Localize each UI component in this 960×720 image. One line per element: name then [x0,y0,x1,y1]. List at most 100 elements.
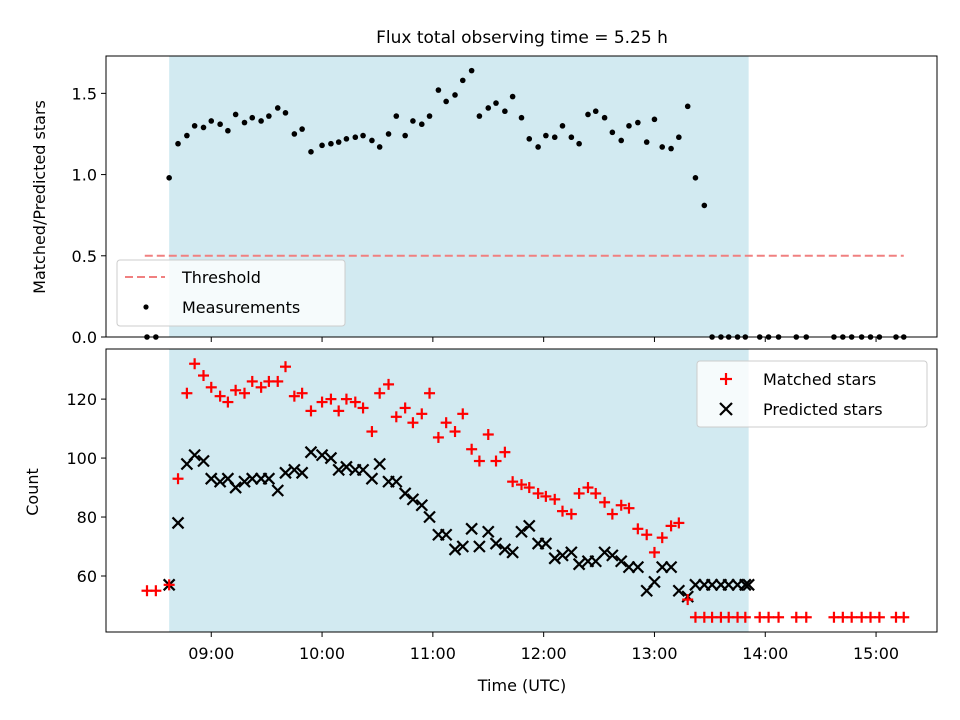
measurement-point [166,175,172,181]
measurement-point [676,134,682,141]
predicted-star-point [473,540,486,553]
legend-measurements-swatch [143,304,149,310]
predicted-star-point [213,475,227,488]
matched-star-point [407,417,419,429]
bottom-legend-box [696,360,928,428]
measurement-point [184,132,190,139]
matched-star-point [416,408,428,420]
measurement-point [360,132,366,139]
matched-star-point [490,455,502,467]
predicted-star-point [456,540,470,553]
measurement-point [609,129,616,136]
predicted-star-point [498,543,512,556]
matched-star-point [599,496,611,508]
predicted-star-point [672,584,686,598]
matched-star-point [573,487,585,499]
bottom-shaded-span [169,349,749,632]
measurement-point [592,108,599,115]
measurement-point [568,134,575,141]
measurement-point [601,114,608,121]
matched-star-point [272,375,284,387]
measurement-point [443,98,449,105]
predicted-star-point [448,543,462,556]
measurement-point [328,140,334,147]
measurement-point [241,119,248,126]
bottom-legend: Matched stars Predicted stars [696,360,928,428]
top-axes-frame [105,55,938,338]
measurement-point [692,175,699,181]
x-axis-label: Time (UTC) [477,676,566,695]
predicted-star-point [238,475,251,488]
predicted-star-point [606,549,619,562]
matched-star-point [333,405,345,417]
legend-matched-label: Matched stars [763,370,876,389]
top-legend-box [116,259,346,327]
measurement-point [509,93,516,100]
predicted-star-point [188,448,201,462]
matched-star-point [632,523,644,535]
predicted-star-point [197,454,210,468]
measurement-point [452,92,458,98]
predicted-star-point [439,528,453,541]
bottom-y-axis-label: Count [23,468,42,516]
predicted-star-point [648,575,661,589]
matched-star-point [449,426,461,438]
matched-star-point [198,370,210,382]
measurement-point [352,134,359,141]
matched-star-point [399,402,411,414]
top-y-axis-label: Matched/Predicted stars [30,100,49,294]
matched-star-point [682,594,694,606]
measurement-point [684,103,691,110]
matched-star-point [516,479,527,491]
matched-star-point [189,358,201,370]
predicted-stars-points [162,445,755,603]
predicted-star-point [295,466,309,480]
matched-star-point [383,378,395,390]
predicted-star-point [481,525,495,539]
matched-star-point [507,476,519,488]
matched-star-point [172,473,184,485]
predicted-star-point [506,546,519,559]
predicted-star-point [229,481,242,494]
predicted-star-point [262,472,276,485]
measurement-point [502,108,508,115]
matched-star-point [205,381,217,393]
measurement-point [459,77,466,84]
matched-star-point [163,579,175,591]
measurement-point [468,67,475,74]
predicted-star-point [324,451,338,465]
measurement-point [410,118,416,124]
matched-star-point [549,493,561,505]
matched-star-point [739,611,751,623]
predicted-star-point [390,475,403,488]
matched-star-point [523,482,535,494]
legend-threshold-label: Threshold [181,268,261,287]
measurement-point [426,113,433,119]
matched-star-point [374,387,386,399]
bottom-panel: 60 80 100 120 Count Matched stars Predicted… [23,348,938,633]
matched-star-point [366,426,378,438]
predicted-star-point [332,463,345,477]
predicted-star-point [631,560,645,574]
predicted-star-point [739,578,752,592]
top-panel: 0.0 0.5 1.0 1.5 Matched/Predicted stars Thr… [30,55,938,347]
measurement-point [376,144,383,150]
predicted-star-point [465,522,478,536]
measurement-point [526,136,533,142]
matched-star-point [340,393,352,405]
matched-star-point [846,611,858,623]
measurement-point [232,111,239,118]
predicted-star-point [171,516,185,530]
matched-star-point [214,390,226,402]
legend-predicted-label: Predicted stars [763,400,883,419]
measurement-point [493,100,499,106]
matched-star-point [763,611,775,623]
measurement-point [668,145,674,152]
matched-star-point [466,443,478,455]
predicted-star-point [598,546,611,559]
x-tick-label: 14:00 [742,644,788,663]
matched-star-point [181,387,193,399]
predicted-star-point [556,549,569,562]
matched-star-point [255,381,267,393]
